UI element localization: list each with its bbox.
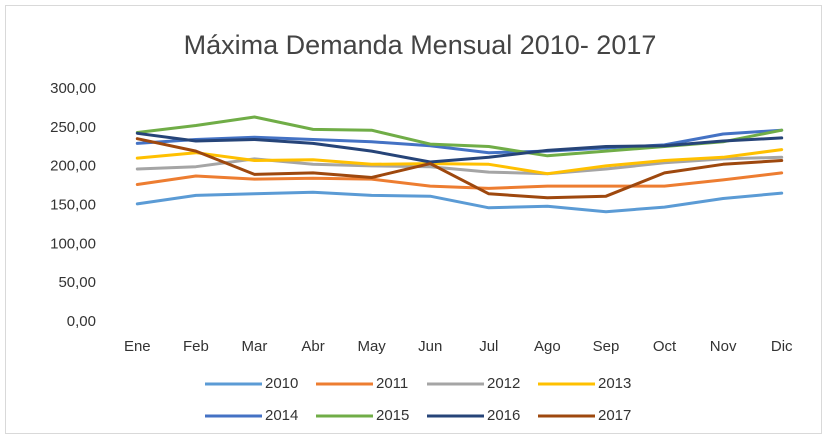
x-tick-label: Ene bbox=[124, 338, 151, 355]
series-line bbox=[135, 148, 784, 176]
chart-title: Máxima Demanda Mensual 2010- 2017 bbox=[184, 30, 657, 60]
x-tick-label: Abr bbox=[301, 338, 324, 355]
series-line bbox=[135, 128, 784, 155]
x-tick-label: Nov bbox=[710, 338, 737, 355]
series-line bbox=[135, 171, 784, 190]
y-tick-label: 250,00 bbox=[50, 119, 96, 136]
x-tick-label: Ago bbox=[534, 338, 561, 355]
x-tick-label: Sep bbox=[593, 338, 620, 355]
x-tick-label: Dic bbox=[771, 338, 793, 355]
y-tick-label: 200,00 bbox=[50, 158, 96, 175]
legend-label: 2010 bbox=[265, 375, 298, 392]
series-line bbox=[135, 131, 784, 164]
y-tick-label: 50,00 bbox=[58, 274, 96, 291]
y-tick-label: 100,00 bbox=[50, 235, 96, 252]
y-tick-label: 150,00 bbox=[50, 196, 96, 213]
legend-label: 2012 bbox=[487, 375, 520, 392]
x-tick-label: Jul bbox=[479, 338, 498, 355]
x-tick-label: Jun bbox=[418, 338, 442, 355]
series-line bbox=[135, 190, 784, 214]
y-tick-label: 300,00 bbox=[50, 80, 96, 97]
x-tick-label: May bbox=[357, 338, 386, 355]
legend-label: 2014 bbox=[265, 407, 298, 424]
legend-label: 2017 bbox=[598, 407, 631, 424]
x-tick-label: Oct bbox=[653, 338, 677, 355]
chart-frame bbox=[5, 5, 822, 434]
x-tick-label: Mar bbox=[242, 338, 268, 355]
legend-label: 2016 bbox=[487, 407, 520, 424]
y-tick-label: 0,00 bbox=[67, 313, 96, 330]
legend-label: 2011 bbox=[376, 375, 408, 392]
legend-label: 2015 bbox=[376, 407, 409, 424]
x-tick-label: Feb bbox=[183, 338, 209, 355]
legend-label: 2013 bbox=[598, 375, 631, 392]
series-line bbox=[135, 137, 784, 200]
